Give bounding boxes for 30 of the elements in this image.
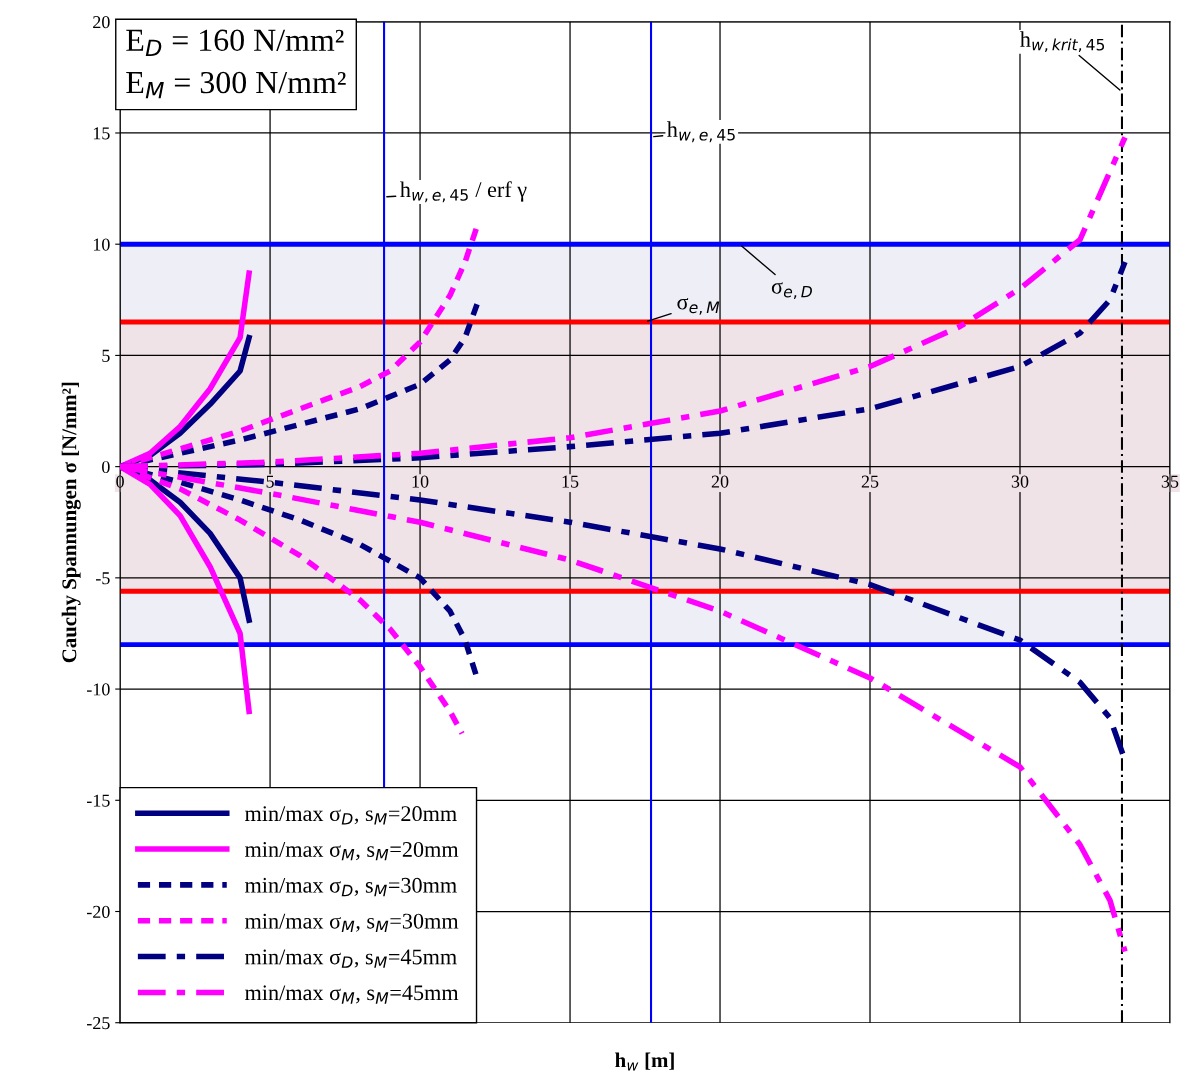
y-tick-label: 20 (93, 16, 110, 29)
annotation: E$_{M}$ = 300 N/mm² (126, 71, 346, 99)
x-tick-label: 25 (861, 475, 879, 488)
x-tick-label: 30 (1011, 475, 1029, 488)
x-tick-label: 20 (711, 475, 729, 488)
legend-label: min/max σ$_{D}$, s$_{M}$=20mm (245, 806, 457, 825)
y-axis-title: Cauchy Spannungen σ [N/mm²] (61, 382, 81, 663)
legend-label: min/max σ$_{M}$, s$_{M}$=45mm (245, 985, 459, 1004)
y-tick-label: -5 (96, 572, 110, 585)
y-tick-label: 5 (102, 349, 110, 362)
y-tick-label: -15 (86, 794, 110, 807)
y-tick-label: -25 (86, 1017, 110, 1030)
legend-label: min/max σ$_{D}$, s$_{M}$=45mm (245, 949, 457, 968)
y-tick-label: 10 (93, 238, 110, 251)
x-tick-label: 15 (562, 475, 579, 488)
y-tick-label: 15 (93, 127, 110, 140)
ref-line-label: h$_{w,e,45}$ / erf γ (400, 181, 527, 203)
ref-line-label: h$_{w,e,45}$ (667, 121, 735, 143)
y-tick-label: 0 (102, 460, 110, 474)
legend-label: min/max σ$_{D}$, s$_{M}$=30mm (245, 877, 457, 897)
annotation: E$_{D}$ = 160 N/mm² (126, 29, 344, 57)
ref-line-label: σ$_{e,D}$ (771, 282, 812, 300)
y-tick-label: -10 (86, 683, 110, 696)
x-axis-title: h$_{w}$ [m] (615, 1052, 674, 1071)
legend-label: min/max σ$_{M}$, s$_{M}$=20mm (245, 841, 459, 861)
y-tick-label: -20 (86, 905, 110, 918)
legend-label: min/max σ$_{M}$, s$_{M}$=30mm (245, 913, 459, 933)
x-tick-label: 10 (412, 475, 429, 488)
ref-line-label: σ$_{e,M}$ (677, 297, 720, 315)
ref-line-label: h$_{w,krit,45}$ (1020, 31, 1105, 53)
